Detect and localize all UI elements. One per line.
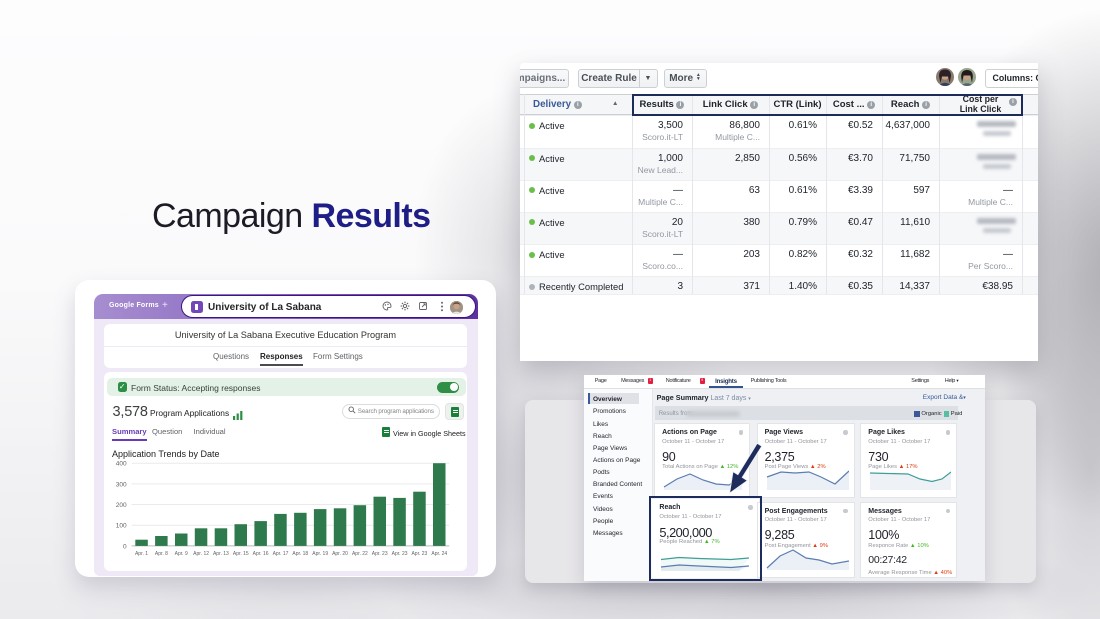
svg-text:Apr. 9: Apr. 9 [175, 551, 188, 557]
svg-text:Apr. 20: Apr. 20 [332, 551, 348, 557]
svg-text:200: 200 [116, 502, 127, 509]
svg-text:Apr. 15: Apr. 15 [233, 551, 249, 557]
svg-text:Apr. 24: Apr. 24 [431, 551, 447, 557]
svg-text:Apr. 19: Apr. 19 [312, 551, 328, 557]
svg-text:400: 400 [116, 461, 127, 468]
svg-text:Apr. 23: Apr. 23 [372, 551, 388, 557]
svg-text:Apr. 23: Apr. 23 [411, 551, 427, 557]
svg-text:0: 0 [123, 543, 127, 550]
svg-text:100: 100 [116, 523, 127, 530]
svg-text:Apr. 23: Apr. 23 [392, 551, 408, 557]
svg-text:Apr. 1: Apr. 1 [135, 551, 148, 557]
svg-text:Apr. 22: Apr. 22 [352, 551, 368, 557]
svg-text:Apr. 17: Apr. 17 [273, 551, 289, 557]
svg-text:Apr. 18: Apr. 18 [292, 551, 308, 557]
svg-text:Apr. 12: Apr. 12 [193, 551, 209, 557]
svg-text:Apr. 13: Apr. 13 [213, 551, 229, 557]
svg-text:Apr. 8: Apr. 8 [155, 551, 168, 557]
svg-text:Apr. 16: Apr. 16 [253, 551, 269, 557]
svg-text:300: 300 [116, 481, 127, 488]
